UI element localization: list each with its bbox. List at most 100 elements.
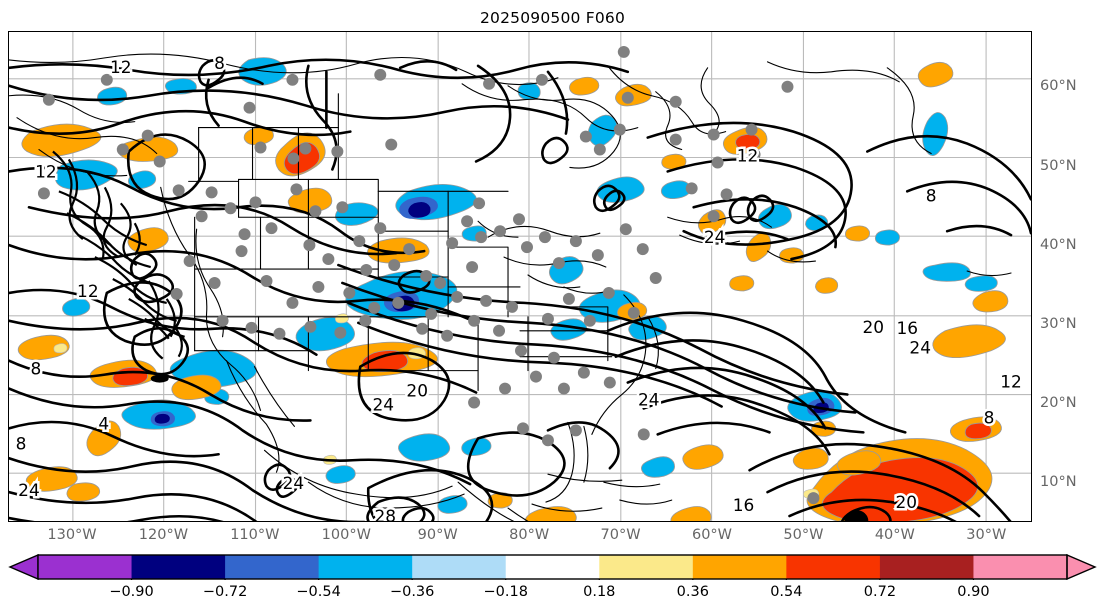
colorbar-ticks xyxy=(130,579,975,580)
colorbar-band xyxy=(412,555,507,579)
latitude-tick-label: 30°N xyxy=(1040,316,1077,333)
colorbar-under-arrow xyxy=(8,554,39,580)
colorbar-over-arrow xyxy=(1066,554,1097,580)
colorbar-tick-label: −0.18 xyxy=(483,584,528,600)
latitude-tick-label: 20°N xyxy=(1040,395,1077,412)
svg-text:20: 20 xyxy=(863,317,885,337)
contour-label: 88 xyxy=(212,50,228,75)
colorbar-tick-label: 0.72 xyxy=(863,584,897,600)
colorbar-tick-label: 0.18 xyxy=(583,584,616,600)
svg-text:8: 8 xyxy=(926,185,937,205)
colorbar-tick-label: −0.72 xyxy=(202,584,248,600)
colorbar-band xyxy=(879,555,974,579)
svg-text:8: 8 xyxy=(984,407,995,427)
svg-text:12: 12 xyxy=(737,145,759,165)
svg-text:24: 24 xyxy=(283,473,305,493)
colorbar-band xyxy=(131,555,226,579)
svg-text:8: 8 xyxy=(926,185,937,205)
svg-text:20: 20 xyxy=(406,381,428,401)
longitude-tick-label: 40°W xyxy=(874,527,915,543)
svg-text:12: 12 xyxy=(35,161,57,181)
svg-text:12: 12 xyxy=(77,281,99,301)
colorbar-band xyxy=(225,555,320,579)
colorbar-band xyxy=(38,555,133,579)
svg-text:24: 24 xyxy=(283,473,305,493)
svg-text:24: 24 xyxy=(909,338,931,358)
colorbar-outline xyxy=(37,554,1068,580)
longitude-tick-label: 120°W xyxy=(138,527,189,543)
svg-text:24: 24 xyxy=(638,389,660,409)
svg-text:8: 8 xyxy=(984,407,995,427)
svg-text:24: 24 xyxy=(18,480,40,500)
latitude-tick-label: 40°N xyxy=(1040,236,1077,253)
latitude-tick-label: 50°N xyxy=(1040,157,1077,174)
svg-text:28: 28 xyxy=(374,506,396,521)
page-title: 2025090500 F060 xyxy=(479,9,626,27)
svg-text:8: 8 xyxy=(16,433,27,453)
svg-text:20: 20 xyxy=(863,317,885,337)
svg-text:16: 16 xyxy=(733,495,755,515)
svg-text:8: 8 xyxy=(16,433,27,453)
colorbar-band xyxy=(786,555,881,579)
cyclone-center-marker xyxy=(150,374,869,521)
svg-text:12: 12 xyxy=(1000,372,1022,392)
svg-text:12: 12 xyxy=(77,281,99,301)
longitude-tick-label: 70°W xyxy=(600,527,641,543)
svg-text:12: 12 xyxy=(110,57,132,77)
longitude-tick-label: 80°W xyxy=(509,527,550,543)
longitude-tick-label: 100°W xyxy=(321,527,371,543)
colorbar-band xyxy=(973,555,1068,579)
latitude-tick-label: 60°N xyxy=(1040,78,1077,95)
colorbar-bands xyxy=(8,554,1097,580)
svg-text:4: 4 xyxy=(98,413,109,433)
longitude-tick-label: 50°W xyxy=(783,527,824,543)
svg-text:8: 8 xyxy=(214,53,225,73)
contour-label: 44 xyxy=(96,411,112,436)
colorbar-tick-label: −0.36 xyxy=(389,584,435,600)
colorbar-tick-label: 0.90 xyxy=(957,584,990,600)
anomaly-fill-positive xyxy=(17,61,1009,521)
map-plot-area: 12 12 8 8 12 12 12 12 8 8 4 4 8 8 24 24 20 20 24 24 24 24 28 28… xyxy=(8,31,1032,522)
colorbar[interactable] xyxy=(8,554,1097,580)
colorbar-tick-label: 0.36 xyxy=(676,584,709,600)
contour-label: 88 xyxy=(923,183,939,208)
contour-label: 88 xyxy=(28,356,44,381)
svg-text:12: 12 xyxy=(1000,372,1022,392)
svg-text:24: 24 xyxy=(638,389,660,409)
svg-text:8: 8 xyxy=(214,53,225,73)
contour-lines xyxy=(9,58,1031,521)
station-markers xyxy=(37,45,820,505)
longitude-tick-label: 130°W xyxy=(47,527,97,543)
longitude-tick-label: 60°W xyxy=(691,527,733,543)
svg-text:24: 24 xyxy=(704,227,726,247)
svg-text:8: 8 xyxy=(31,359,42,379)
svg-text:20: 20 xyxy=(406,381,428,401)
colorbar-tick-label: −0.54 xyxy=(296,584,341,600)
svg-text:16: 16 xyxy=(733,495,755,515)
colorbar-tick-label: 0.54 xyxy=(770,584,803,600)
longitude-tick-label: 90°W xyxy=(417,527,458,543)
colorbar-band xyxy=(599,555,694,579)
colorbar-band xyxy=(505,555,600,579)
svg-text:24: 24 xyxy=(372,394,394,414)
svg-text:12: 12 xyxy=(737,145,759,165)
svg-text:16: 16 xyxy=(896,318,918,338)
latitude-tick-label: 10°N xyxy=(1040,474,1077,491)
